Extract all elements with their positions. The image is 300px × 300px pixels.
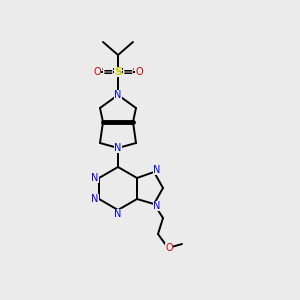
Text: N: N <box>91 194 99 204</box>
Text: N: N <box>91 173 99 183</box>
Text: =: = <box>123 67 133 80</box>
Text: N: N <box>153 201 161 211</box>
Text: O: O <box>93 67 101 77</box>
Text: =: = <box>103 67 113 80</box>
Text: N: N <box>114 209 122 219</box>
Text: N: N <box>114 90 122 100</box>
Text: O: O <box>135 67 143 77</box>
Text: O: O <box>165 243 173 253</box>
Text: N: N <box>114 143 122 153</box>
Text: N: N <box>153 165 161 175</box>
Text: S: S <box>114 67 122 77</box>
